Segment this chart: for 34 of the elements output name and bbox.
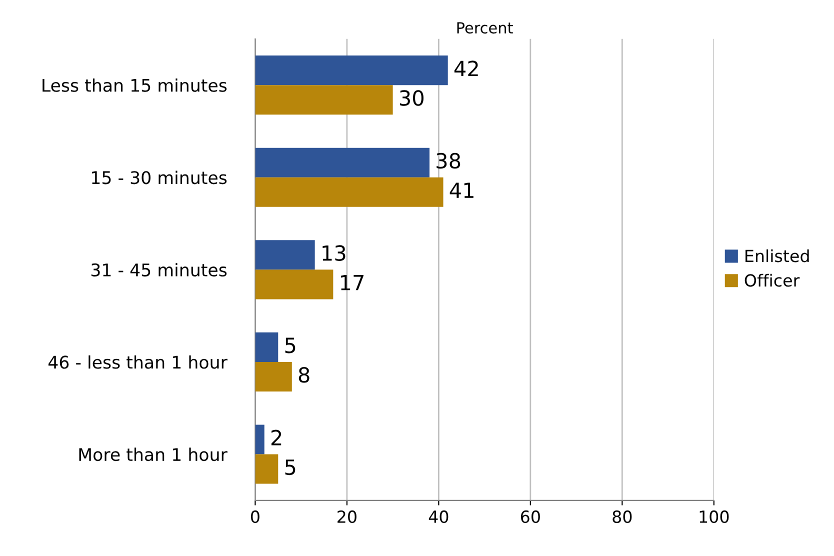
data-label: 13	[322, 245, 346, 261]
data-label: 8	[298, 367, 310, 383]
data-label: 42	[454, 60, 478, 76]
bar	[255, 240, 315, 270]
data-label: 5	[285, 338, 296, 354]
data-label: 41	[450, 182, 474, 198]
x-axis-title: Percent	[457, 22, 513, 34]
bar	[255, 148, 430, 178]
x-tick-label: 60	[520, 510, 540, 524]
bar	[255, 424, 264, 454]
bar	[255, 85, 393, 115]
data-label: 2	[271, 430, 282, 446]
data-label: 38	[436, 152, 460, 169]
y-tick-label: 31 - 45 minutes	[91, 263, 227, 277]
bar	[255, 56, 448, 86]
y-tick-label: Less than 15 minutes	[42, 78, 227, 92]
legend-label: Enlisted	[746, 249, 809, 262]
bar	[255, 454, 278, 484]
bar	[255, 362, 292, 392]
data-label: 5	[285, 460, 296, 476]
x-tick-label: 20	[338, 510, 356, 524]
data-label: 17	[341, 274, 364, 290]
bar	[255, 270, 334, 300]
x-tick-label: 80	[612, 510, 632, 524]
legend-label: Officer	[744, 274, 800, 287]
x-tick-label: 40	[428, 510, 448, 524]
bar	[255, 177, 444, 207]
y-tick-label: 15 - 30 minutes	[92, 170, 227, 184]
y-tick-label: 46 - less than 1 hour	[48, 355, 228, 369]
y-tick-label: More than 1 hour	[79, 448, 228, 462]
data-label: 30	[400, 90, 424, 106]
x-tick-label: 100	[700, 510, 729, 524]
bar	[255, 332, 278, 362]
x-tick-label: 0	[251, 510, 260, 524]
